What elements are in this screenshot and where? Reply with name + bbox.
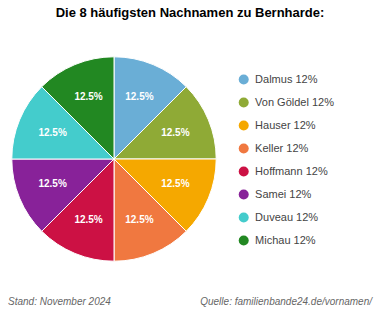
svg-text:12.5%: 12.5% [125, 91, 153, 102]
svg-text:Michau 12%: Michau 12% [255, 234, 316, 246]
svg-text:Duveau 12%: Duveau 12% [255, 211, 318, 223]
html-text:Stand: November 2024: Stand: November 2024 [8, 296, 111, 307]
svg-text:Keller 12%: Keller 12% [255, 142, 308, 154]
svg-text:12.5%: 12.5% [74, 91, 102, 102]
svg-text:12.5%: 12.5% [74, 214, 102, 225]
svg-text:Hauser 12%: Hauser 12% [255, 119, 316, 131]
svg-text:12.5%: 12.5% [161, 127, 189, 138]
svg-text:12.5%: 12.5% [38, 178, 66, 189]
svg-text:Von Göldel 12%: Von Göldel 12% [255, 96, 334, 108]
svg-text:12.5%: 12.5% [161, 178, 189, 189]
svg-text:12.5%: 12.5% [125, 214, 153, 225]
html-text:Quelle: familienbande24.de/vor: Quelle: familienbande24.de/vornamen/ [200, 296, 372, 307]
svg-text:Dalmus 12%: Dalmus 12% [255, 73, 318, 85]
svg-text:Hoffmann 12%: Hoffmann 12% [255, 165, 328, 177]
svg-text:12.5%: 12.5% [38, 127, 66, 138]
svg-text:Samei 12%: Samei 12% [255, 188, 311, 200]
html-text:Die 8 häufigsten Nachnamen zu: Die 8 häufigsten Nachnamen zu Bernharde: [55, 5, 325, 20]
